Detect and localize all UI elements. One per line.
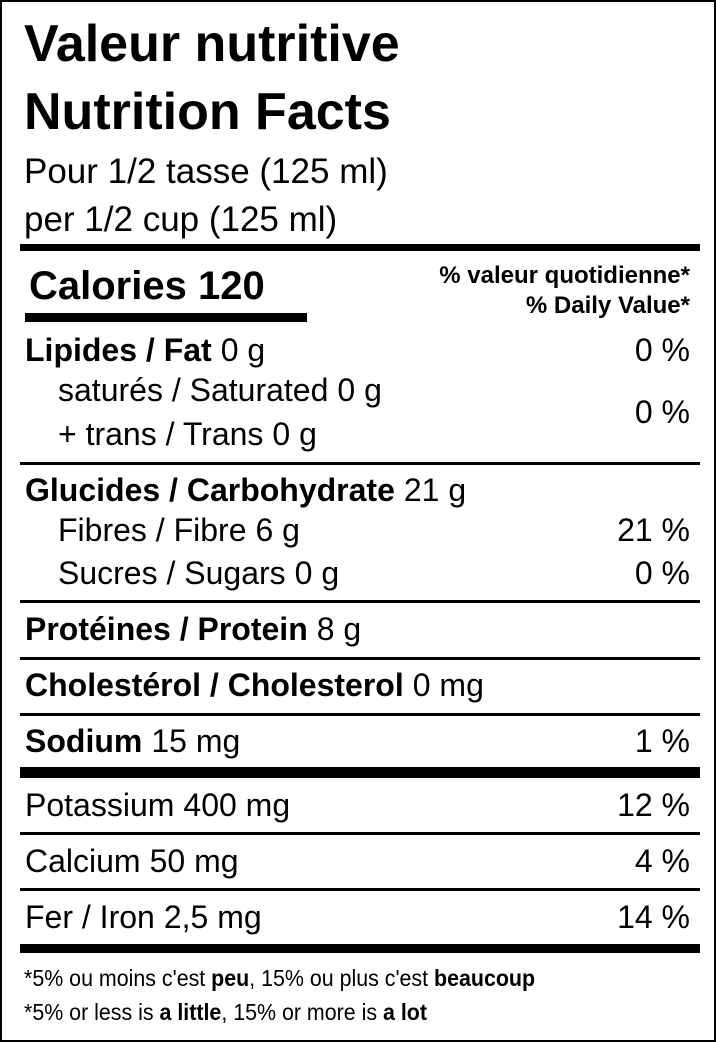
footnote-emphasis: peu	[211, 965, 250, 991]
nutrient-name: Calcium	[25, 843, 141, 879]
nutrient-amount: 2,5 mg	[163, 899, 262, 935]
nutrient-amount: 0 mg	[412, 667, 484, 703]
nutrient-amount: 15 mg	[151, 723, 241, 759]
footnote-text: , 15% ou plus c'est	[249, 965, 435, 991]
serving-en: per 1/2 cup (125 ml)	[24, 200, 338, 239]
rule	[20, 462, 700, 465]
nutrient-name: Potassium	[25, 787, 175, 823]
footnote-text: *5% or less is	[24, 999, 160, 1025]
footnote-text: , 15% or more is	[221, 999, 384, 1025]
nutrient-row: Fer / Iron 2,5 mg 14 %	[25, 897, 690, 937]
title-fr: Valeur nutritive	[24, 15, 400, 73]
footnote-emphasis: beaucoup	[434, 965, 536, 991]
nutrient-amount: 400 mg	[183, 787, 291, 823]
thick-rule	[20, 944, 700, 953]
dv-header-en: % Daily Value*	[525, 292, 690, 319]
nutrient-name: Glucides / Carbohydrate	[25, 472, 395, 508]
nutrient-row: Sodium 15 mg 1 %	[25, 721, 690, 761]
nutrient-amount: 21 g	[403, 472, 467, 508]
rule	[20, 713, 700, 716]
nutrient-dv: 0 %	[634, 332, 690, 368]
serving-fr: Pour 1/2 tasse (125 ml)	[24, 152, 388, 191]
nutrient-amount: 0 g	[272, 416, 317, 452]
nutrient-amount: 0 g	[294, 555, 340, 591]
nutrient-row: saturés / Saturated 0 g	[58, 370, 690, 410]
title-en: Nutrition Facts	[24, 83, 391, 141]
nutrient-row: Protéines / Protein 8 g	[25, 609, 690, 649]
nutrient-row: Glucides / Carbohydrate 21 g	[25, 470, 690, 510]
rule	[20, 657, 700, 660]
nutrient-row: Potassium 400 mg 12 %	[25, 785, 690, 825]
rule	[20, 600, 700, 603]
nutrient-dv: 4 %	[634, 843, 690, 879]
nutrient-amount: 8 g	[316, 611, 362, 647]
nutrient-row: Calcium 50 mg 4 %	[25, 841, 690, 881]
nutrient-dv: 0 %	[634, 394, 690, 430]
footnote-emphasis: a lot	[383, 999, 427, 1025]
nutrient-amount: 0 g	[337, 372, 382, 408]
calories-underline	[25, 313, 307, 322]
thick-rule	[20, 244, 700, 251]
nutrient-dv: 1 %	[634, 723, 690, 759]
nutrient-row: Sucres / Sugars 0 g 0 %	[58, 553, 690, 593]
footnote-emphasis: a little	[159, 999, 222, 1025]
nutrient-row: Lipides / Fat 0 g 0 %	[25, 330, 690, 370]
nutrient-name: + trans / Trans	[58, 416, 264, 452]
nutrient-dv: 12 %	[617, 787, 690, 823]
thick-rule	[20, 767, 700, 778]
nutrient-amount: 0 g	[220, 332, 266, 368]
nutrient-amount: 50 mg	[149, 843, 239, 879]
nutrient-name: Lipides / Fat	[25, 332, 212, 368]
footnote: *5% ou moins c'est peu, 15% ou plus c'es…	[24, 962, 535, 994]
calories: Calories 120	[29, 264, 265, 308]
nutrient-name: Cholestérol / Cholesterol	[25, 667, 404, 703]
dv-header-fr: % valeur quotidienne*	[439, 262, 690, 289]
nutrient-amount: 6 g	[255, 512, 300, 548]
nutrient-name: Fer / Iron	[25, 899, 155, 935]
rule	[20, 832, 700, 835]
nutrient-name: Sucres / Sugars	[58, 555, 286, 591]
nutrient-row: Fibres / Fibre 6 g 21 %	[58, 510, 690, 550]
nutrient-name: Sodium	[25, 723, 143, 759]
rule	[20, 888, 700, 891]
nutrient-dv: 14 %	[617, 899, 690, 935]
footnote-text: *5% ou moins c'est	[24, 965, 212, 991]
footnote: *5% or less is a little, 15% or more is …	[24, 996, 427, 1028]
nutrient-dv: 0 %	[634, 555, 690, 591]
nutrient-row: Cholestérol / Cholesterol 0 mg	[25, 665, 690, 705]
nutrient-name: Fibres / Fibre	[58, 512, 247, 548]
nutrient-name: saturés / Saturated	[58, 372, 329, 408]
nutrient-dv: 21 %	[617, 512, 690, 548]
nutrient-row: + trans / Trans 0 g 0 %	[58, 394, 690, 454]
nutrient-name: Protéines / Protein	[25, 611, 308, 647]
